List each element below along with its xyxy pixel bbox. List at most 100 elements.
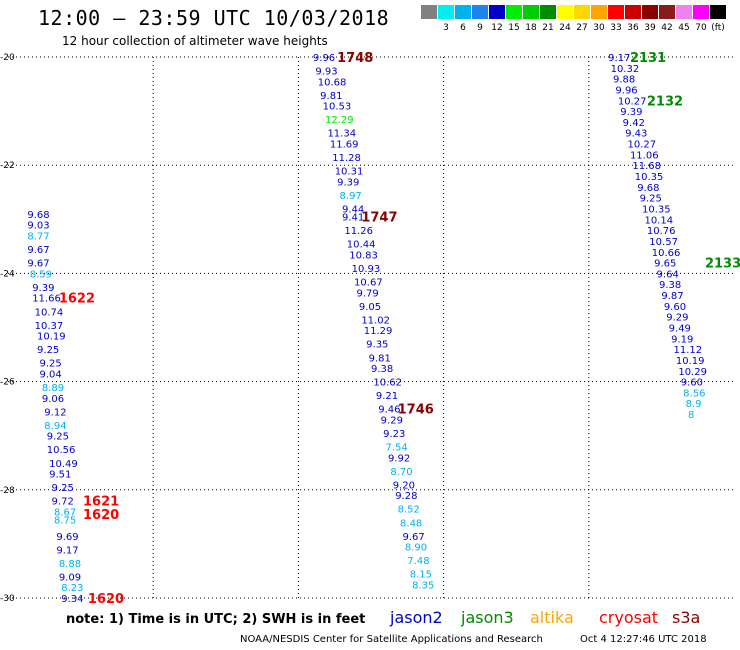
colorbar-label: 9: [477, 23, 483, 33]
colorbar-swatch: [591, 5, 607, 19]
data-point-label: 11.12: [674, 345, 703, 356]
data-point-label: 9.87: [661, 291, 683, 302]
data-point-label: 8.23: [61, 583, 83, 594]
data-point-label: 10.44: [347, 240, 376, 251]
data-point-label: 9.34: [61, 594, 83, 605]
data-point-label: 9.67: [402, 532, 424, 543]
data-point-label: 9.25: [39, 359, 61, 370]
data-point-label: 11.02: [361, 315, 390, 326]
data-point-label: 12.29: [325, 115, 354, 126]
data-point-label: 11.68: [632, 161, 661, 172]
data-point-label: 9.60: [664, 302, 686, 313]
data-point-label: 10.49: [49, 459, 78, 470]
colorbar-swatch: [421, 5, 437, 19]
colorbar-label: 45: [678, 23, 690, 33]
pass-time-label: 1621: [83, 495, 119, 510]
legend-jason3: jason3: [461, 608, 514, 627]
data-point-label: 10.66: [652, 248, 681, 259]
data-point-label: 10.93: [352, 264, 381, 275]
data-point-label: 9.29: [381, 415, 403, 426]
data-point-label: 9.25: [52, 483, 74, 494]
colorbar-label: 36: [627, 23, 639, 33]
data-point-label: 10.56: [47, 445, 76, 456]
pass-time-label: 2133: [705, 257, 740, 272]
data-point-label: 9.64: [657, 269, 679, 280]
data-point-label: 8.56: [683, 388, 705, 399]
colorbar-swatch: [489, 5, 505, 19]
colorbar-swatch: [506, 5, 522, 19]
data-point-label: 11.26: [344, 226, 373, 237]
data-point-label: 10.74: [35, 307, 64, 318]
data-point-label: 11.69: [330, 140, 359, 151]
data-point-label: 9.51: [49, 470, 71, 481]
data-point-label: 9.25: [640, 194, 662, 205]
data-point-label: 9.46: [378, 405, 400, 416]
data-point-label: 8.67: [54, 507, 76, 518]
data-point-label: 8.59: [30, 269, 52, 280]
page-subtitle: 12 hour collection of altimeter wave hei…: [62, 34, 328, 48]
y-tick-label: -24: [0, 269, 15, 279]
colorbar-swatch: [710, 5, 726, 19]
data-point-label: 10.31: [335, 167, 364, 178]
data-point-label: 10.57: [649, 237, 678, 248]
data-point-label: 9.93: [315, 67, 337, 78]
data-point-label: 9.81: [320, 91, 342, 102]
data-point-label: 9.41: [342, 213, 364, 224]
data-point-label: 9.88: [613, 75, 635, 86]
colorbar-label: 30: [593, 23, 605, 33]
data-point-label: 8.9: [686, 399, 702, 410]
colorbar-label: 33: [610, 23, 622, 33]
page-title: 12:00 – 23:59 UTC 10/03/2018: [38, 6, 390, 30]
data-point-label: 9.43: [625, 129, 647, 140]
data-point-label: 10.19: [676, 356, 705, 367]
legend-s3a: s3a: [672, 608, 701, 627]
data-point-label: 8.89: [42, 383, 64, 394]
colorbar-label: 18: [525, 23, 537, 33]
data-point-label: 8.48: [400, 518, 422, 529]
y-tick-label: -28: [0, 486, 15, 496]
data-point-label: 9.25: [37, 345, 59, 356]
colorbar-swatch: [455, 5, 471, 19]
data-point-label: 9.39: [620, 107, 642, 118]
legend-jason2: jason2: [390, 608, 443, 627]
colorbar-swatch: [523, 5, 539, 19]
data-point-label: 11.66: [32, 294, 61, 305]
wave-height-plot: 606366697275-20-22-24-26-28-309.689.038.…: [0, 51, 740, 605]
data-point-label: 9.60: [681, 378, 703, 389]
footer-source: NOAA/NESDIS Center for Satellite Applica…: [240, 634, 543, 645]
pass-time-label: 1622: [59, 292, 95, 307]
data-point-label: 9.28: [395, 491, 417, 502]
data-point-label: 9.72: [52, 497, 74, 508]
colorbar-label: 21: [542, 23, 554, 33]
data-point-label: 9.35: [366, 340, 388, 351]
data-point-label: 9.68: [27, 210, 49, 221]
colorbar-label: 27: [576, 23, 588, 33]
data-point-label: 8.90: [405, 543, 427, 554]
data-point-label: 9.21: [376, 391, 398, 402]
pass-time-label: 1746: [398, 403, 434, 418]
pass-time-label: 1620: [83, 508, 119, 523]
data-point-label: 10.32: [611, 64, 640, 75]
colorbar-label: 42: [661, 23, 673, 33]
data-point-label: 9.20: [393, 480, 415, 491]
data-point-label: 9.04: [39, 369, 61, 380]
data-point-label: 9.05: [359, 302, 381, 313]
colorbar-label: (ft): [711, 23, 725, 33]
data-point-label: 9.09: [59, 572, 81, 583]
data-point-label: 7.48: [407, 556, 429, 567]
data-point-label: 10.29: [678, 367, 707, 378]
data-point-label: 9.96: [615, 85, 637, 96]
data-point-label: 9.06: [42, 394, 64, 405]
data-point-label: 11.29: [364, 326, 393, 337]
data-point-label: 10.35: [635, 172, 664, 183]
data-point-label: 8.97: [340, 191, 362, 202]
data-point-label: 9.44: [342, 204, 364, 215]
data-point-label: 9.79: [356, 288, 378, 299]
data-point-label: 9.67: [27, 259, 49, 270]
pass-time-label: 2132: [647, 94, 683, 109]
data-point-label: 10.68: [318, 77, 347, 88]
data-point-label: 10.27: [618, 96, 647, 107]
data-point-label: 9.96: [313, 53, 335, 64]
legend-cryosat: cryosat: [599, 608, 659, 627]
data-point-label: 8.94: [44, 421, 66, 432]
